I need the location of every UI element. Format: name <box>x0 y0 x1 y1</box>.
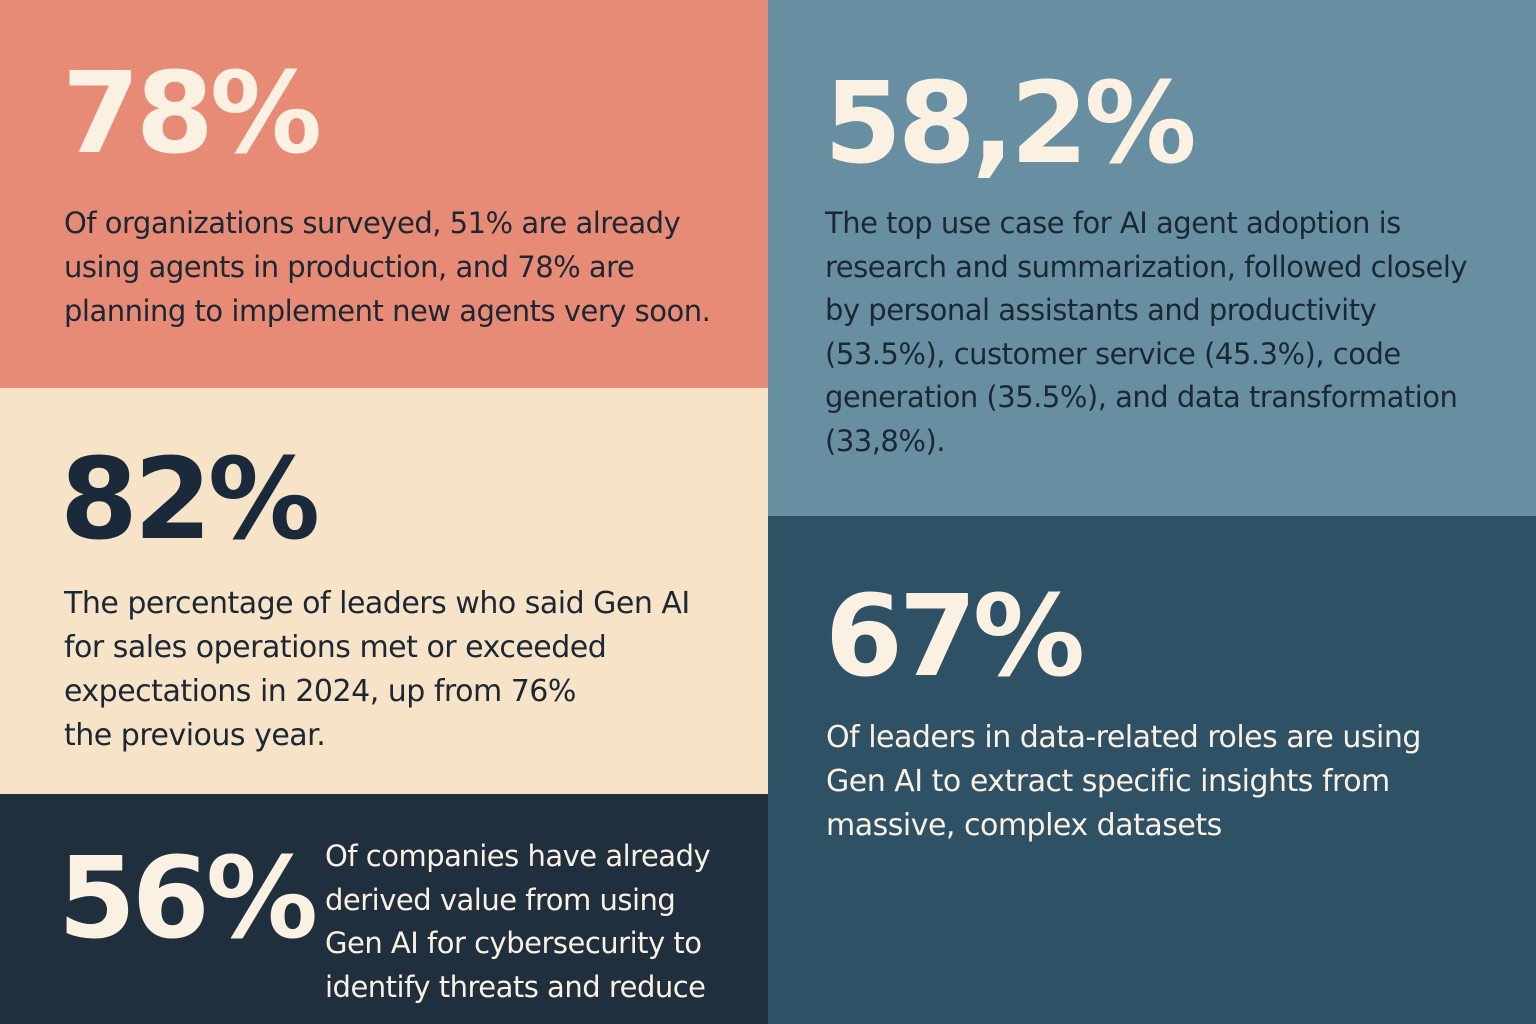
description-line: identify threats and reduce <box>325 969 706 1004</box>
stat-description: Of companies have already derived value … <box>325 835 755 1009</box>
stat-value: 58,2% <box>824 59 1197 189</box>
description-line: The top use case for AI agent adoption i… <box>825 206 1401 240</box>
description-line: Gen AI to extract specific insights from <box>826 764 1390 799</box>
stat-value: 56% <box>58 834 318 964</box>
stat-panel-58-2: 58,2% The top use case for AI agent adop… <box>768 0 1536 516</box>
description-line: derived value from using <box>325 882 676 917</box>
description-line: (53.5%), customer service (45.3%), code <box>825 336 1401 371</box>
description-line: massive, complex datasets <box>826 808 1222 843</box>
description-line: Of companies have already <box>325 839 711 873</box>
description-line: expectations in 2024, up from 76% <box>64 674 576 709</box>
description-line: research and summarization, followed clo… <box>825 249 1468 284</box>
description-line: using agents in production, and 78% are <box>64 250 635 284</box>
description-line: The percentage of leaders who said Gen A… <box>64 586 690 621</box>
stat-value: 78% <box>62 49 322 179</box>
stat-description: The top use case for AI agent adoption i… <box>825 202 1515 463</box>
stat-panel-56: 56% Of companies have already derived va… <box>0 794 768 1024</box>
stat-panel-78: 78% Of organizations surveyed, 51% are a… <box>0 0 768 388</box>
description-line: Of leaders in data-related roles are usi… <box>826 720 1421 755</box>
description-line: Gen AI for cybersecurity to <box>325 926 702 960</box>
description-line: Of organizations surveyed, 51% are alrea… <box>64 206 681 240</box>
stat-panel-67: 67% Of leaders in data-related roles are… <box>768 516 1536 1024</box>
description-line: generation (35.5%), and data transformat… <box>825 380 1458 414</box>
description-line: by personal assistants and productivity <box>825 293 1377 327</box>
description-line: for sales operations met or exceeded <box>64 630 607 665</box>
description-line: planning to implement new agents very so… <box>64 294 711 328</box>
stat-value: 82% <box>60 435 320 565</box>
stat-description: The percentage of leaders who said Gen A… <box>64 582 724 758</box>
description-line: (33,8%). <box>825 423 945 458</box>
description-line: the previous year. <box>64 718 326 753</box>
stat-description: Of leaders in data-related roles are usi… <box>826 716 1486 848</box>
stat-description: Of organizations surveyed, 51% are alrea… <box>64 201 754 333</box>
stat-panel-82: 82% The percentage of leaders who said G… <box>0 388 768 794</box>
stat-value: 67% <box>825 572 1085 702</box>
